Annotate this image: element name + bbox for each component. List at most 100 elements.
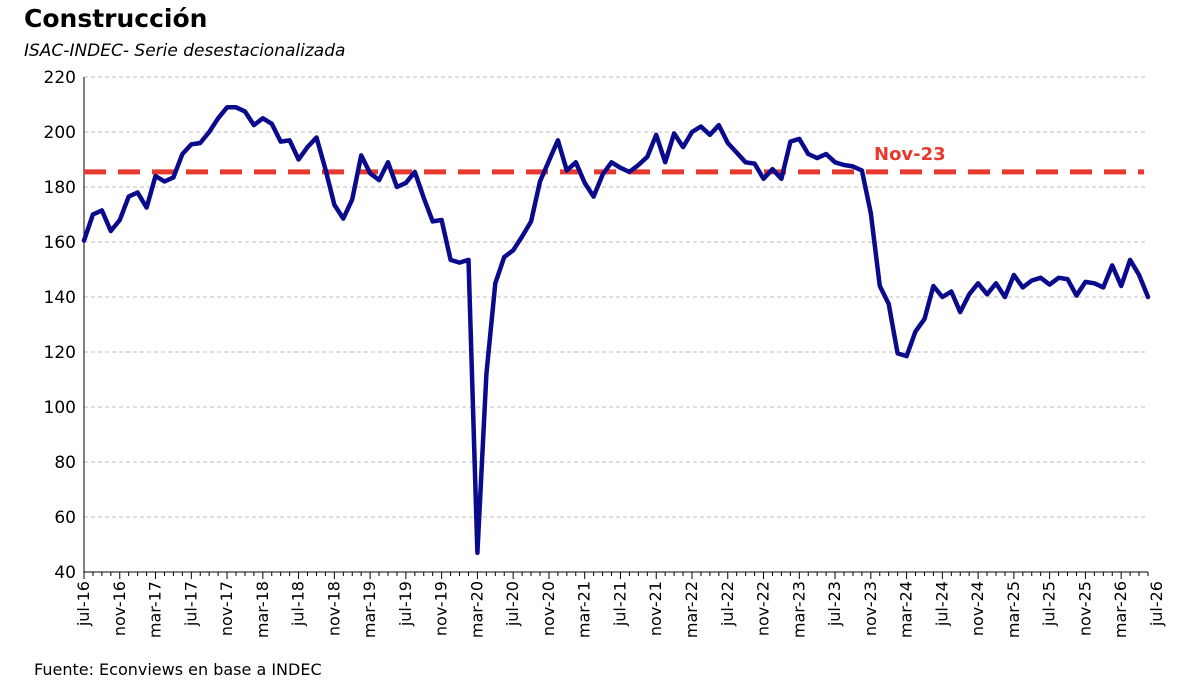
data-point-32: [368, 171, 372, 175]
data-point-79: [788, 140, 792, 144]
source-note: Fuente: Econviews en base a INDEC: [34, 660, 322, 679]
x-tick-jul-22: jul-22: [718, 581, 737, 627]
data-point-91: [896, 351, 900, 355]
data-point-35: [395, 185, 399, 189]
data-point-2: [100, 208, 104, 212]
data-point-58: [601, 173, 605, 177]
data-point-118: [1137, 273, 1141, 277]
x-tick-jul-19: jul-19: [396, 581, 415, 627]
data-point-61: [627, 170, 631, 174]
data-point-38: [422, 196, 426, 200]
y-tick-80: 80: [54, 453, 76, 473]
data-point-67: [681, 145, 685, 149]
data-point-21: [270, 122, 274, 126]
data-point-74: [744, 160, 748, 164]
data-point-54: [565, 169, 569, 173]
data-point-86: [851, 164, 855, 168]
data-point-106: [1030, 279, 1034, 283]
data-point-117: [1128, 258, 1132, 262]
data-point-29: [341, 217, 345, 221]
data-point-49: [520, 235, 524, 239]
data-point-103: [1003, 295, 1007, 299]
x-tick-jul-18: jul-18: [289, 581, 308, 627]
y-tick-220: 220: [44, 68, 76, 88]
data-point-112: [1083, 280, 1087, 284]
data-point-17: [234, 105, 238, 109]
data-point-83: [824, 152, 828, 156]
data-point-94: [923, 317, 927, 321]
x-tick-nov-21: nov-21: [646, 581, 665, 636]
x-tick-jul-24: jul-24: [932, 581, 951, 627]
data-point-85: [842, 163, 846, 167]
data-point-41: [449, 258, 453, 262]
x-tick-nov-23: nov-23: [861, 581, 880, 636]
x-tick-nov-22: nov-22: [754, 581, 773, 636]
x-tick-labels: jul-16 nov-16 mar-17 jul-17 nov-17 mar-18 jul-…: [74, 581, 1166, 638]
x-tick-nov-20: nov-20: [539, 581, 558, 636]
x-tick-nov-19: nov-19: [432, 581, 451, 636]
data-point-15: [216, 116, 220, 120]
data-point-24: [297, 158, 301, 162]
x-tick-mar-23: mar-23: [789, 581, 808, 638]
data-point-115: [1110, 263, 1114, 267]
data-point-1: [91, 213, 95, 217]
y-tick-160: 160: [44, 233, 76, 253]
data-point-78: [779, 177, 783, 181]
data-point-113: [1092, 281, 1096, 285]
data-point-19: [252, 123, 256, 127]
data-point-43: [467, 258, 471, 262]
y-tick-100: 100: [44, 398, 76, 418]
data-point-68: [690, 130, 694, 134]
data-point-34: [386, 160, 390, 164]
series-group: [81, 105, 1151, 556]
x-tick-mar-22: mar-22: [682, 581, 701, 638]
data-point-104: [1012, 273, 1016, 277]
x-tick-jul-17: jul-17: [181, 581, 200, 627]
data-point-62: [636, 163, 640, 167]
data-point-98: [958, 310, 962, 314]
data-point-71: [717, 123, 721, 127]
data-point-73: [735, 151, 739, 155]
x-tick-jul-21: jul-21: [610, 581, 629, 627]
data-point-80: [797, 137, 801, 141]
x-tick-mar-21: mar-21: [575, 581, 594, 638]
data-point-90: [887, 302, 891, 306]
y-tick-120: 120: [44, 343, 76, 363]
data-point-84: [833, 160, 837, 164]
data-point-52: [547, 159, 551, 163]
grid-lines: [84, 76, 1148, 518]
y-tick-200: 200: [44, 123, 76, 143]
data-point-30: [350, 197, 354, 201]
data-point-4: [118, 218, 122, 222]
data-point-102: [994, 281, 998, 285]
x-tick-mar-18: mar-18: [253, 581, 272, 638]
data-point-92: [905, 354, 909, 358]
y-tick-labels: 40 60 80 100 120 140 160 180 200 220: [44, 68, 76, 583]
data-point-97: [949, 290, 953, 294]
data-point-31: [359, 153, 363, 157]
data-point-99: [967, 292, 971, 296]
data-point-37: [413, 170, 417, 174]
data-point-36: [404, 181, 408, 185]
x-tick-mar-20: mar-20: [467, 581, 486, 638]
data-point-3: [109, 229, 113, 233]
data-point-108: [1048, 283, 1052, 287]
axes: [83, 77, 1149, 579]
x-tick-jul-23: jul-23: [825, 581, 844, 627]
data-point-28: [332, 203, 336, 207]
y-tick-60: 60: [54, 508, 76, 528]
data-point-55: [574, 160, 578, 164]
x-tick-mar-25: mar-25: [1004, 581, 1023, 638]
x-tick-nov-18: nov-18: [324, 581, 343, 636]
data-point-48: [511, 248, 515, 252]
data-point-22: [279, 140, 283, 144]
data-point-59: [610, 160, 614, 164]
x-tick-jul-16: jul-16: [74, 581, 93, 627]
data-point-114: [1101, 285, 1105, 289]
data-point-116: [1119, 284, 1123, 288]
reference-line-group: Nov-23: [84, 144, 1144, 175]
y-tick-180: 180: [44, 178, 76, 198]
data-point-107: [1039, 276, 1043, 280]
data-point-57: [592, 195, 596, 199]
data-point-7: [145, 206, 149, 210]
